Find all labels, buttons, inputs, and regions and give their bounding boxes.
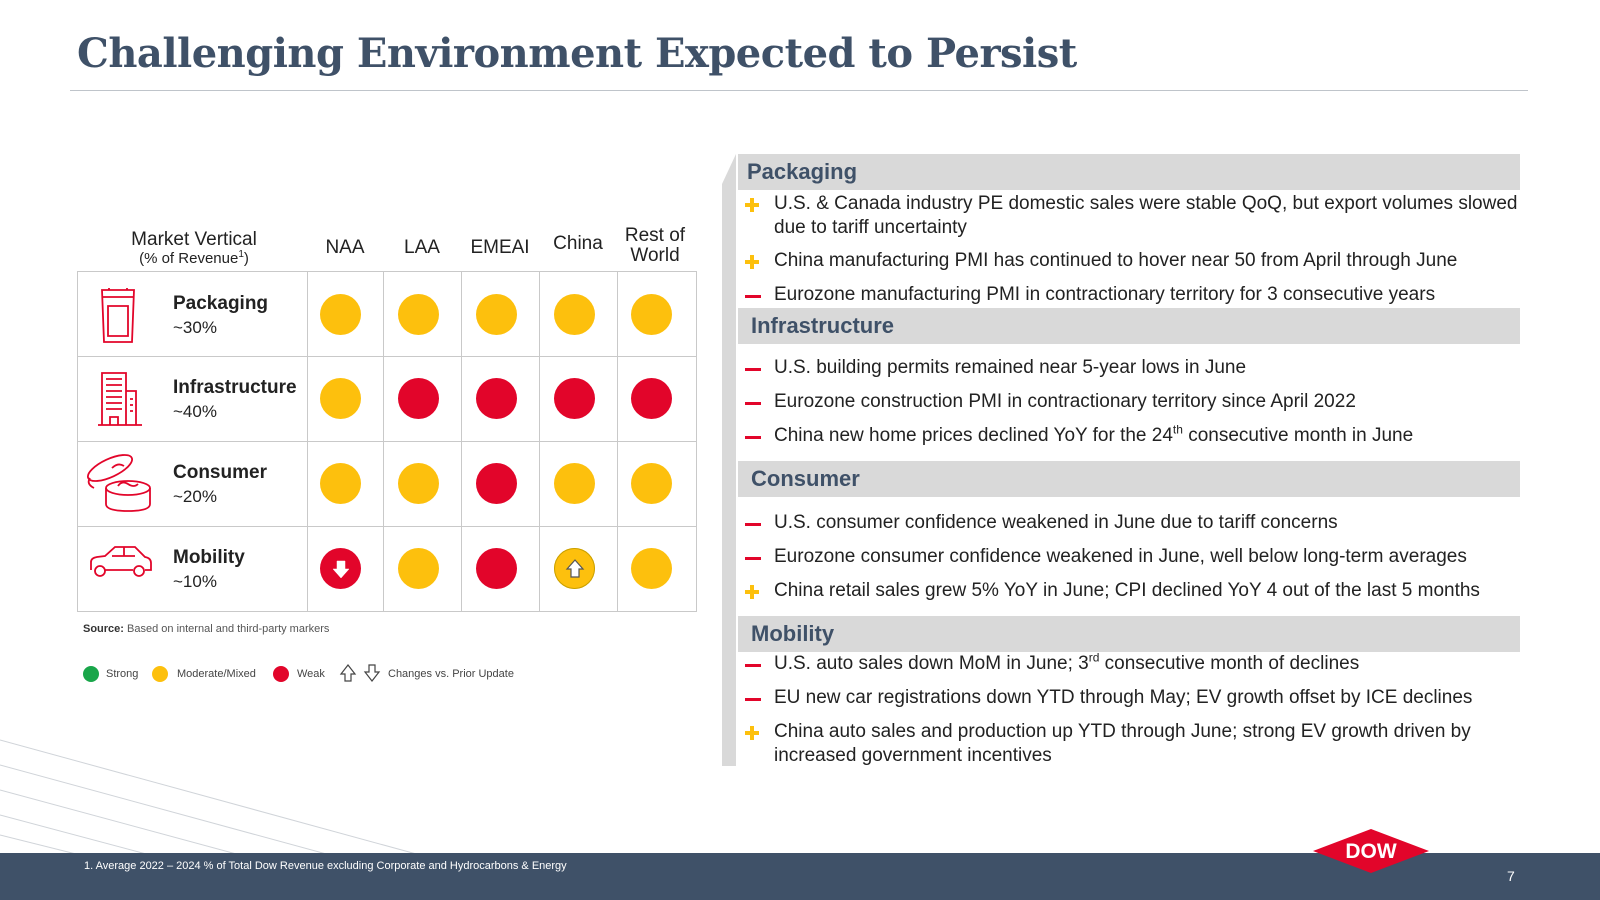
legend-changes-label: Changes vs. Prior Update bbox=[388, 668, 514, 680]
status-dot-mobility-row bbox=[631, 548, 672, 589]
row-divider bbox=[78, 356, 696, 357]
section-header-infrastructure: Infrastructure bbox=[738, 308, 1520, 344]
arrow-down-icon bbox=[331, 560, 350, 578]
minus-icon bbox=[744, 686, 764, 710]
footnote: 1. Average 2022 – 2024 % of Total Dow Re… bbox=[84, 860, 567, 872]
page-number: 7 bbox=[1507, 868, 1515, 884]
source-note: Source: Based on internal and third-part… bbox=[83, 623, 330, 635]
legend-moderate-label: Moderate/Mixed bbox=[177, 668, 256, 680]
arrow-up-icon bbox=[565, 558, 584, 578]
status-dot-consumer-naa bbox=[320, 463, 361, 504]
row-label-packaging: Packaging ~30% bbox=[173, 293, 269, 337]
building-icon bbox=[98, 372, 142, 426]
status-dot-mobility-emeai bbox=[476, 548, 517, 589]
decorative-lines bbox=[0, 739, 421, 855]
status-dot-mobility-naa bbox=[320, 548, 361, 589]
status-dot-mobility-china bbox=[554, 548, 595, 589]
status-dot-infrastructure-laa bbox=[398, 378, 439, 419]
status-dot-packaging-china bbox=[554, 294, 595, 335]
status-dot-consumer-laa bbox=[398, 463, 439, 504]
minus-icon bbox=[744, 356, 764, 380]
region-header-emeai: EMEAI bbox=[470, 237, 530, 258]
region-header-china: China bbox=[553, 233, 603, 254]
revenue-pct-label: (% of Revenue1) bbox=[139, 249, 249, 268]
cosmetics-jar-icon bbox=[87, 454, 151, 512]
dow-logo-text: DOW bbox=[1345, 840, 1397, 863]
minus-icon bbox=[744, 511, 764, 535]
plus-icon bbox=[744, 249, 764, 273]
status-dot-consumer-row bbox=[631, 463, 672, 504]
row-divider bbox=[78, 441, 696, 442]
bullet-packaging-1: U.S. & Canada industry PE domestic sales… bbox=[744, 192, 1524, 240]
footer-bar bbox=[0, 853, 1600, 900]
market-heatmap-table: Packaging ~30% Infrastructure ~40% Consu… bbox=[77, 271, 697, 612]
status-dot-infrastructure-naa bbox=[320, 378, 361, 419]
minus-icon bbox=[744, 652, 764, 676]
legend-arrow-down-icon bbox=[363, 664, 381, 682]
row-label-consumer: Consumer ~20% bbox=[173, 462, 267, 506]
section-header-consumer: Consumer bbox=[738, 461, 1520, 497]
minus-icon bbox=[744, 283, 764, 307]
row-divider bbox=[78, 526, 696, 527]
legend-arrow-up-icon bbox=[339, 664, 357, 682]
status-dot-packaging-naa bbox=[320, 294, 361, 335]
region-header-laa: LAA bbox=[404, 237, 440, 258]
plus-icon bbox=[744, 579, 764, 603]
minus-icon bbox=[744, 424, 764, 448]
bullet-mobility-3: China auto sales and production up YTD t… bbox=[744, 720, 1524, 768]
row-label-mobility: Mobility ~10% bbox=[173, 547, 245, 591]
panel-chevron-shadow bbox=[722, 154, 736, 766]
dow-logo: DOW bbox=[1313, 829, 1429, 873]
status-dot-consumer-china bbox=[554, 463, 595, 504]
status-dot-infrastructure-row bbox=[631, 378, 672, 419]
legend-moderate-dot bbox=[152, 666, 168, 682]
status-dot-packaging-laa bbox=[398, 294, 439, 335]
car-icon bbox=[90, 546, 152, 577]
region-header-rest-of-world: Rest of World bbox=[624, 225, 686, 266]
status-dot-packaging-emeai bbox=[476, 294, 517, 335]
region-header-naa: NAA bbox=[325, 237, 365, 258]
minus-icon bbox=[744, 390, 764, 414]
row-label-infrastructure: Infrastructure ~40% bbox=[173, 377, 297, 421]
status-dot-packaging-row bbox=[631, 294, 672, 335]
status-dot-mobility-laa bbox=[398, 548, 439, 589]
section-header-mobility: Mobility bbox=[738, 616, 1520, 652]
minus-icon bbox=[744, 545, 764, 569]
plus-icon bbox=[744, 720, 764, 744]
legend-weak-label: Weak bbox=[297, 668, 325, 680]
title-divider bbox=[70, 90, 1528, 91]
status-dot-infrastructure-emeai bbox=[476, 378, 517, 419]
market-vertical-header: Market Vertical (% of Revenue1) bbox=[104, 230, 284, 268]
page-title: Challenging Environment Expected to Pers… bbox=[77, 30, 1077, 77]
legend-strong-dot bbox=[83, 666, 99, 682]
status-dot-infrastructure-china bbox=[554, 378, 595, 419]
plus-icon bbox=[744, 192, 764, 216]
legend-strong-label: Strong bbox=[106, 668, 139, 680]
legend-weak-dot bbox=[273, 666, 289, 682]
section-header-packaging: Packaging bbox=[738, 154, 1520, 190]
status-dot-consumer-emeai bbox=[476, 463, 517, 504]
pouch-icon bbox=[101, 288, 135, 343]
market-vertical-label: Market Vertical bbox=[131, 229, 257, 250]
